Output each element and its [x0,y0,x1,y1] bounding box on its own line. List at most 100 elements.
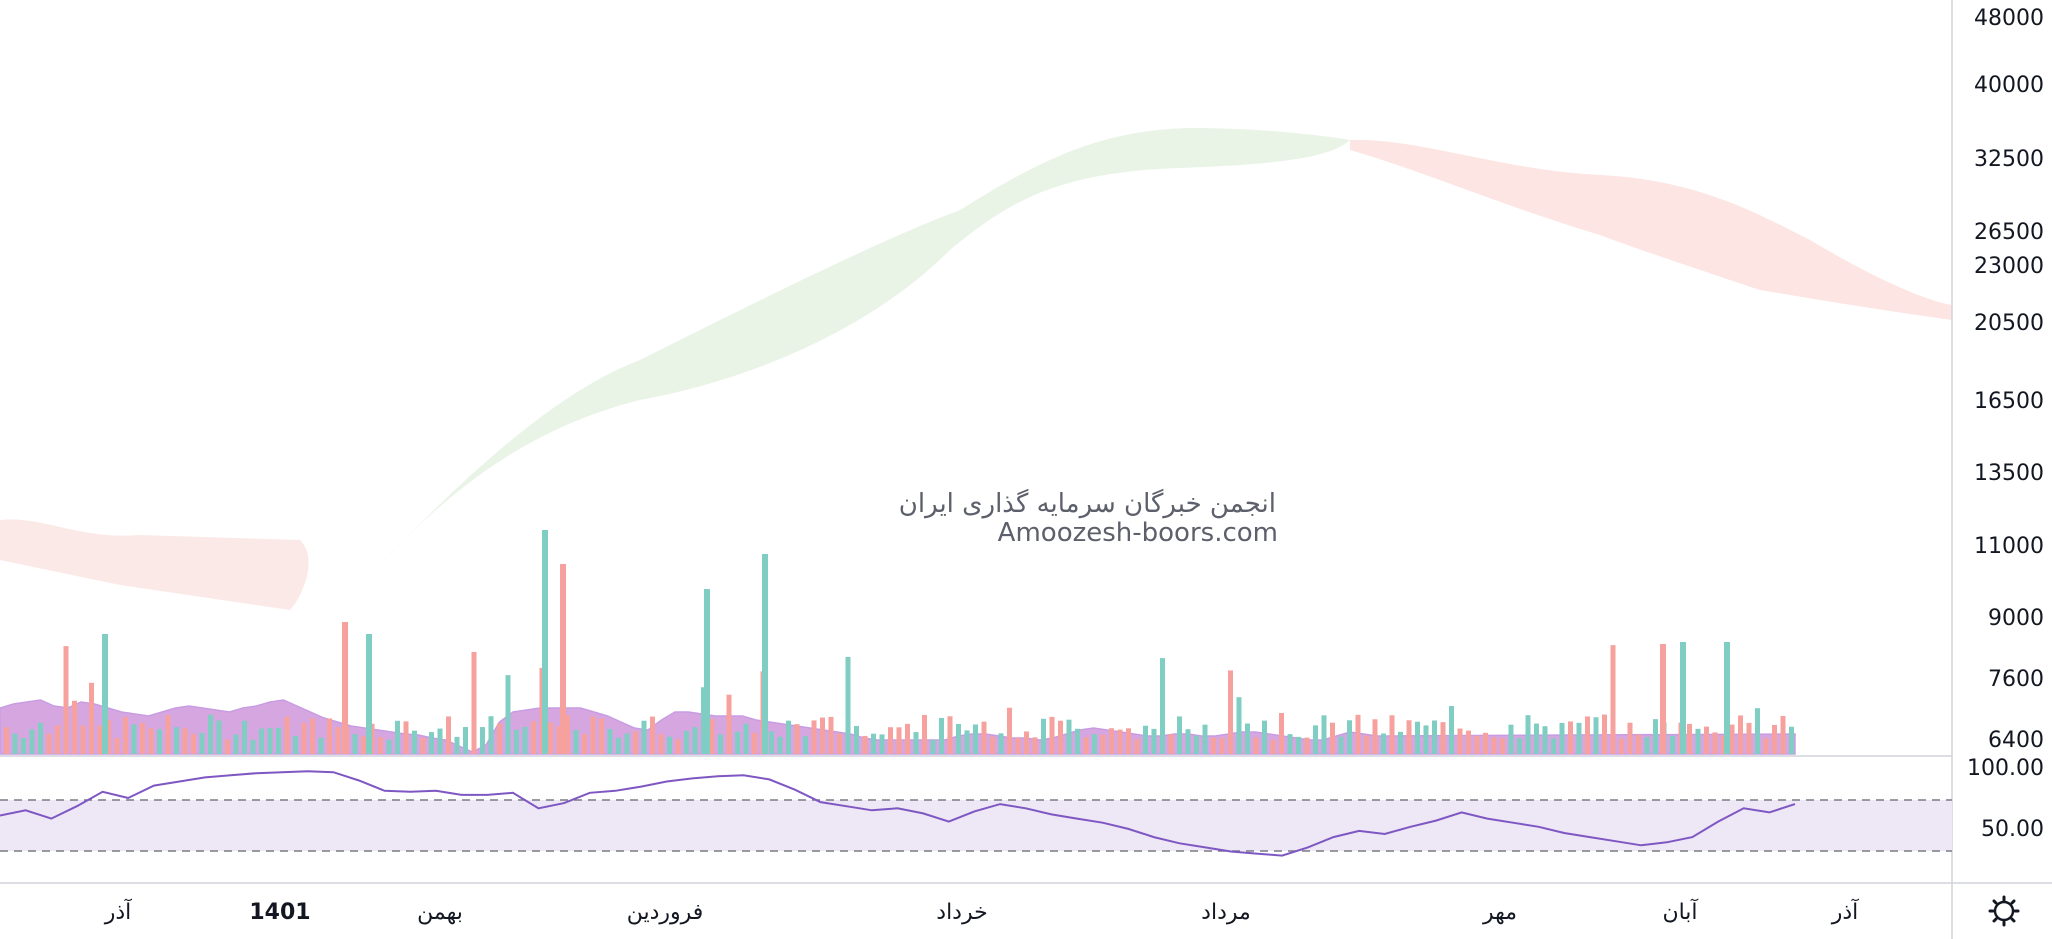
volume-spike [1724,642,1730,754]
volume-bar [1483,732,1488,754]
volume-bar [55,725,60,754]
volume-bar [1296,736,1301,754]
rsi-tick-label: 100.00 [1967,756,2044,781]
volume-bar [1347,720,1352,754]
volume-bar [675,739,681,754]
volume-bar [743,723,749,754]
volume-bar [1211,737,1216,754]
volume-spike [102,634,108,754]
volume-bar [1228,670,1233,754]
volume-bar [1287,734,1293,754]
volume-bar [361,736,366,754]
volume-bar [1780,716,1786,754]
volume-bar [1304,737,1310,754]
price-tick-label: 9000 [1988,606,2044,631]
volume-bar [208,714,213,754]
volume-bar [573,729,579,754]
volume-bar [1763,738,1769,754]
volume-bar [301,722,307,754]
volume-bar [29,729,35,754]
volume-bar [794,724,800,754]
volume-bar [531,721,536,754]
volume-bar [939,717,944,754]
volume-bar [1432,720,1437,754]
volume-bar [480,727,485,754]
volume-bar [1508,724,1514,754]
cloud-bear-segment [0,519,309,610]
volume-bar [854,725,859,754]
volume-bar [497,723,502,754]
volume-bar [1491,737,1497,754]
volume-bar [1525,715,1531,754]
cloud-bear-segment [1350,139,1952,320]
volume-bar [114,737,120,754]
volume-bar [1330,722,1335,754]
volume-bar [216,720,222,754]
volume-bar [633,731,638,754]
volume-bar [1168,734,1174,754]
volume-bar [1593,717,1599,754]
price-tick-label: 23000 [1974,254,2044,279]
volume-bar [1355,714,1361,754]
volume-bar [89,682,94,754]
price-tick-label: 20500 [1974,311,2044,336]
price-tick-label: 48000 [1974,6,2044,31]
volume-bar [1245,723,1250,754]
volume-bar [709,719,715,754]
volume-spike [560,564,566,754]
volume-bar [956,723,961,754]
volume-bar [1610,645,1616,754]
volume-bar [1100,734,1106,754]
volume-bar [1032,737,1038,754]
volume-bar [259,728,264,754]
volume-pane [0,530,1796,755]
volume-bar [1551,738,1556,754]
volume-bar [1636,734,1641,754]
volume-bar [871,733,876,754]
volume-bar [242,720,247,754]
volume-bar [250,739,256,754]
volume-bar [1576,722,1582,754]
volume-bar [624,733,630,754]
time-axis[interactable]: آذر 1401 بهمن فروردین خرداد مرداد مهر آبان آذر [104,898,1859,925]
watermark-line1: انجمن خبرگان سرمایه گذاری ایران [899,488,1276,519]
volume-bar [803,736,808,754]
volume-bar [1457,728,1463,754]
volume-bar [1177,716,1182,754]
volume-bar [1160,658,1165,754]
volume-bar [590,716,596,754]
time-axis-label: آذر [104,898,132,925]
volume-bar [786,720,791,754]
price-axis[interactable]: 48000 40000 32500 26500 23000 20500 16500 13500… [1967,6,2044,842]
volume-bar [556,726,562,754]
price-tick-label: 6400 [1988,728,2044,753]
volume-bar [420,737,426,754]
volume-bar [327,718,332,754]
volume-spike [762,554,768,754]
volume-bar [862,735,868,754]
volume-bar [4,727,9,754]
volume-bar [735,731,740,754]
volume-bar [310,718,315,754]
volume-bar [947,716,953,754]
volume-spike [1660,644,1666,754]
time-axis-label: مهر [1482,900,1517,925]
volume-bar [1755,708,1760,754]
volume-bar [845,656,851,754]
volume-bar [616,737,621,754]
volume-bar [548,722,553,754]
volume-bar [1194,735,1199,754]
volume-bar [488,716,494,754]
volume-bar [565,715,570,754]
volume-bar [1219,737,1225,754]
volume-bar [1041,718,1046,754]
volume-bar [403,721,409,754]
volume-bar [131,724,137,754]
volume-bar [97,725,103,754]
volume-bar [964,730,970,754]
volume-bar [1117,729,1123,754]
settings-icon[interactable] [1988,895,2020,927]
volume-bar [922,715,927,754]
